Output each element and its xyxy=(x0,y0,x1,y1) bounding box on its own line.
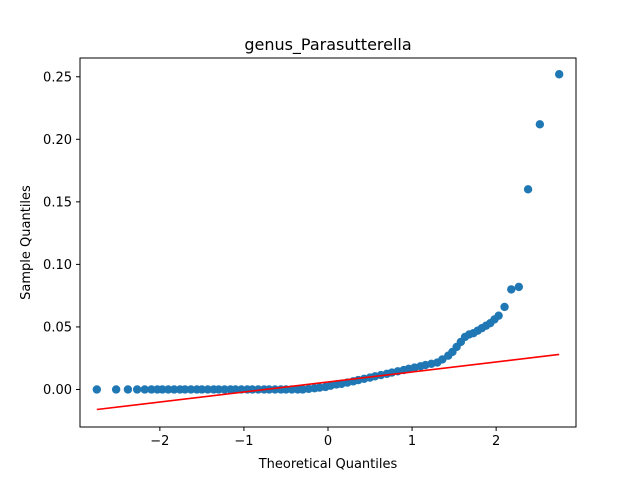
sample-point xyxy=(287,385,297,394)
sample-point xyxy=(231,385,240,394)
sample-point xyxy=(180,385,190,394)
sample-point xyxy=(494,311,503,320)
x-tick-label: 1 xyxy=(408,434,416,449)
sample-point xyxy=(535,120,545,129)
reference-line-group xyxy=(96,353,560,411)
sample-point xyxy=(554,70,564,79)
sample-point xyxy=(147,385,156,394)
sample-point xyxy=(507,285,516,294)
x-tick-label: −2 xyxy=(150,434,169,449)
y-tick-label: 0.25 xyxy=(43,70,72,85)
sample-point xyxy=(197,385,207,394)
x-axis-label: Theoretical Quantiles xyxy=(258,457,398,472)
x-tick-label: 0 xyxy=(324,434,332,449)
y-tick-label: 0.20 xyxy=(43,133,72,148)
y-axis-ticks: 0.00 0.05 0.10 0.15 0.20 0.25 xyxy=(43,70,80,398)
sample-point xyxy=(203,385,212,394)
sample-point xyxy=(132,385,142,394)
chart-title: genus_Parasutterella xyxy=(244,35,411,55)
sample-point xyxy=(164,385,173,394)
y-tick-label: 0.15 xyxy=(43,195,72,210)
sample-point xyxy=(169,385,179,394)
y-tick-label: 0.05 xyxy=(43,320,72,335)
sample-point xyxy=(140,385,149,394)
sample-point xyxy=(123,385,133,394)
x-tick-label: −1 xyxy=(234,434,253,449)
x-axis-ticks: −2 −1 0 1 2 xyxy=(150,427,500,449)
sample-points xyxy=(92,70,564,394)
y-tick-label: 0.10 xyxy=(43,258,72,273)
y-tick-label: 0.00 xyxy=(43,383,72,398)
sample-point xyxy=(111,385,121,394)
y-axis-label: Sample Quantiles xyxy=(19,185,34,300)
sample-point xyxy=(186,385,196,394)
sample-point xyxy=(92,385,102,394)
sample-point xyxy=(523,185,533,194)
reference-line xyxy=(96,353,560,411)
sample-point xyxy=(214,385,223,394)
sample-point xyxy=(220,385,229,394)
sample-point xyxy=(514,282,524,292)
sample-point xyxy=(500,302,509,312)
sample-point xyxy=(158,385,167,394)
x-tick-label: 2 xyxy=(492,434,500,449)
